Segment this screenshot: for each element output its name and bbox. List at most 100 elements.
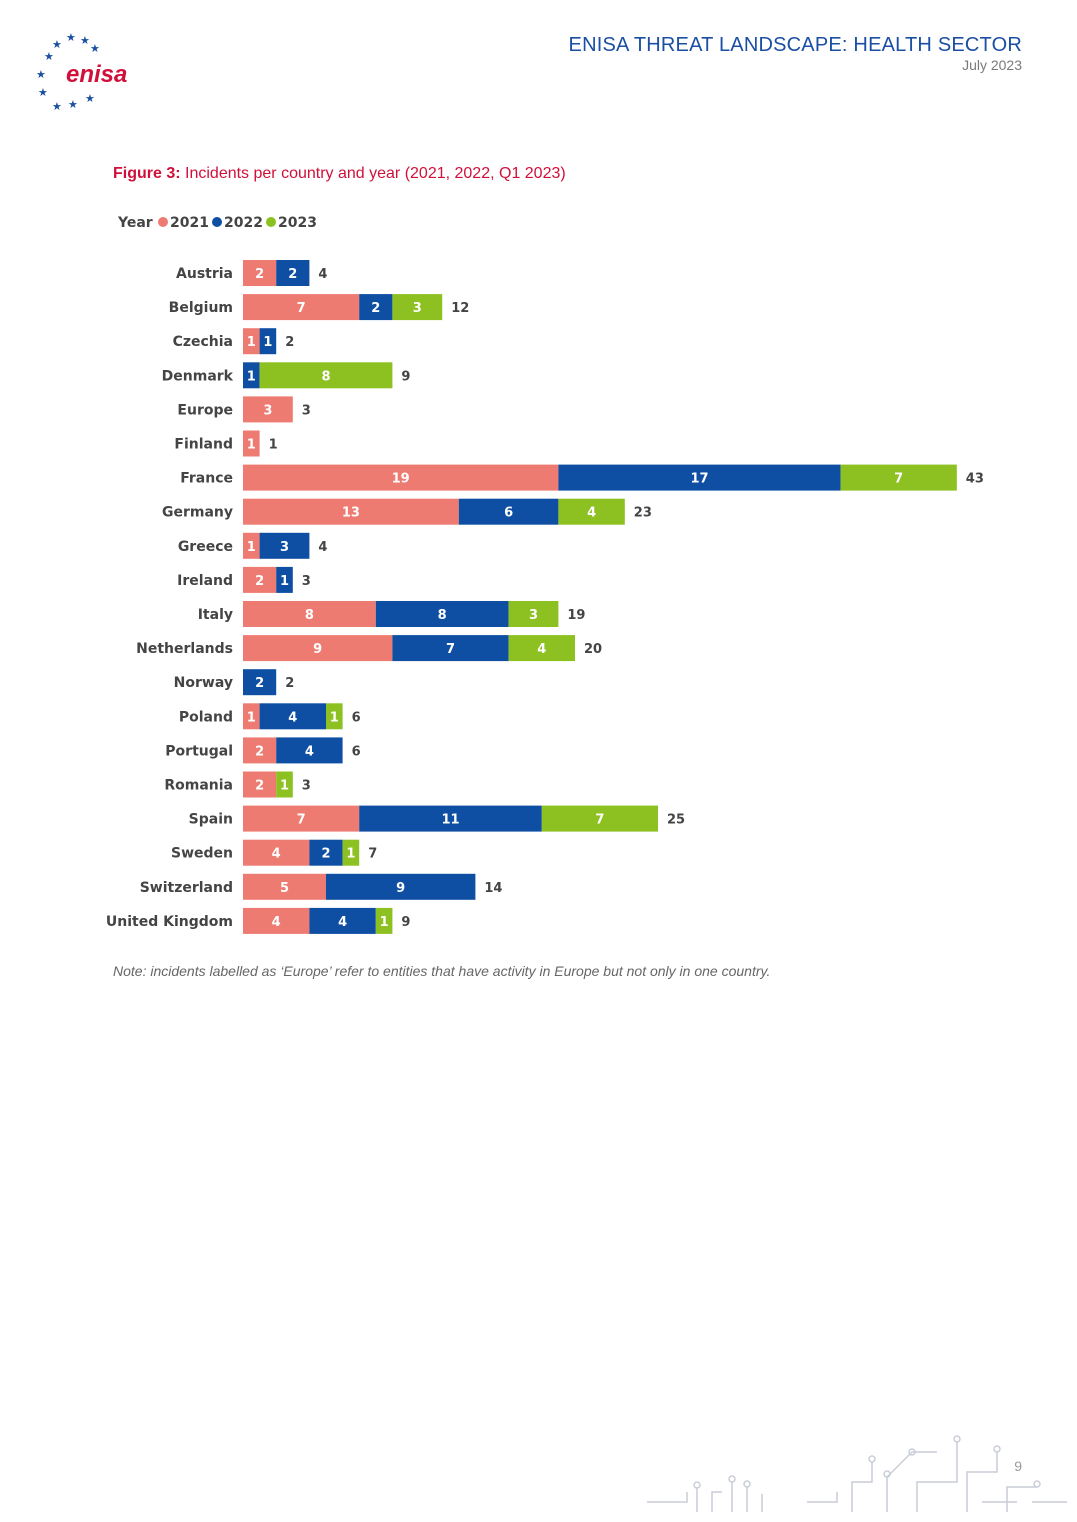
bar-total-label: 1 xyxy=(269,438,278,453)
bar-value-label: 13 xyxy=(342,506,360,521)
bar-value-label: 8 xyxy=(321,369,330,384)
category-label: Switzerland xyxy=(140,880,233,896)
legend-label-2023: 2023 xyxy=(278,215,317,231)
bar-total-label: 2 xyxy=(285,676,294,691)
bar-value-label: 7 xyxy=(297,301,306,316)
category-label: Finland xyxy=(174,437,233,453)
bar-segment-2021 xyxy=(243,566,277,593)
bar-segment-2022 xyxy=(458,498,559,525)
bar-value-label: 1 xyxy=(247,438,256,453)
bar-value-label: 4 xyxy=(305,744,314,759)
bar-segment-2021 xyxy=(243,873,326,900)
bar-value-label: 2 xyxy=(255,744,264,759)
bar-segment-2022 xyxy=(359,294,393,321)
bar-value-label: 1 xyxy=(280,574,289,589)
bar-segment-2023 xyxy=(342,839,360,866)
category-label: Spain xyxy=(189,812,233,828)
category-label: Sweden xyxy=(171,846,233,862)
bar-total-label: 9 xyxy=(401,915,410,930)
figure-label: Figure 3: xyxy=(113,165,181,182)
bar-segment-2021 xyxy=(243,532,260,559)
bar-segment-2023 xyxy=(276,771,293,798)
bar-segment-2022 xyxy=(243,669,277,696)
bar-segment-2023 xyxy=(326,703,343,730)
bar-value-label: 9 xyxy=(313,642,322,657)
bar-value-label: 1 xyxy=(247,369,256,384)
category-label: France xyxy=(180,471,233,487)
bar-segment-2023 xyxy=(375,907,393,934)
bar-segment-2021 xyxy=(243,601,376,627)
logo-stars-icon: ★★ ★ ★★★ ★ ★★ ★ xyxy=(36,31,100,113)
bar-segment-2022 xyxy=(309,907,376,934)
bar-segment-2022 xyxy=(259,532,310,559)
bar-total-label: 3 xyxy=(302,574,311,589)
category-label: Denmark xyxy=(162,368,234,384)
bar-value-label: 3 xyxy=(413,301,422,316)
bar-segment-2021 xyxy=(243,396,293,423)
bar-segment-2023 xyxy=(541,805,658,832)
bar-value-label: 1 xyxy=(380,915,389,930)
category-label: Netherlands xyxy=(136,641,233,657)
legend-title: Year xyxy=(117,215,153,231)
svg-text:★: ★ xyxy=(68,98,78,111)
enisa-logo: ★ ★ ★ ★ ★ ★ ★ ★ ★ ★ enisa xyxy=(30,28,140,123)
bar-total-label: 25 xyxy=(667,813,685,828)
bar-segment-2021 xyxy=(243,260,277,286)
bar-value-label: 6 xyxy=(504,506,513,521)
bar-total-label: 3 xyxy=(302,779,311,794)
chart-note: Note: incidents labelled as ‘Europe’ ref… xyxy=(113,963,771,979)
bar-value-label: 2 xyxy=(255,676,264,691)
svg-text:★: ★ xyxy=(85,92,95,105)
bar-segment-2022 xyxy=(375,601,509,627)
bar-segment-2022 xyxy=(392,635,509,662)
bar-value-label: 1 xyxy=(247,335,256,350)
category-label: Belgium xyxy=(169,300,233,316)
bar-value-label: 8 xyxy=(305,608,314,623)
category-label: Europe xyxy=(177,402,233,418)
bar-value-label: 9 xyxy=(396,881,405,896)
bar-value-label: 4 xyxy=(272,847,281,862)
bar-value-label: 2 xyxy=(288,267,297,282)
bar-segment-2021 xyxy=(243,430,260,457)
bar-total-label: 3 xyxy=(302,403,311,418)
svg-text:★: ★ xyxy=(38,86,48,99)
svg-text:★: ★ xyxy=(44,50,54,63)
bar-segment-2022 xyxy=(309,839,343,866)
bar-segment-2021 xyxy=(243,328,260,355)
bar-value-label: 2 xyxy=(371,301,380,316)
bar-segment-2021 xyxy=(243,839,310,866)
bar-value-label: 11 xyxy=(441,813,459,828)
category-label: Italy xyxy=(198,607,233,623)
bar-total-label: 6 xyxy=(352,710,361,725)
bar-total-label: 2 xyxy=(285,335,294,350)
bar-value-label: 1 xyxy=(280,779,289,794)
bar-segment-2022 xyxy=(276,737,343,764)
category-label: Ireland xyxy=(177,573,233,589)
bar-segment-2021 xyxy=(243,464,559,491)
category-label: Czechia xyxy=(173,334,233,350)
bar-total-label: 19 xyxy=(567,608,585,623)
bar-value-label: 7 xyxy=(446,642,455,657)
bar-total-label: 43 xyxy=(966,472,984,487)
category-label: Portugal xyxy=(165,743,233,759)
bar-segment-2022 xyxy=(259,328,277,355)
bar-segment-2022 xyxy=(558,464,841,491)
bar-total-label: 4 xyxy=(318,267,327,282)
bar-value-label: 3 xyxy=(263,403,272,418)
bar-value-label: 4 xyxy=(537,642,546,657)
document-title: ENISA THREAT LANDSCAPE: HEALTH SECTOR xyxy=(568,34,1022,56)
bar-value-label: 7 xyxy=(297,813,306,828)
svg-text:★: ★ xyxy=(36,68,46,81)
category-label: Austria xyxy=(176,266,233,282)
page-number: 9 xyxy=(1014,1458,1022,1474)
bar-value-label: 1 xyxy=(330,710,339,725)
bar-value-label: 7 xyxy=(894,472,903,487)
category-label: Romania xyxy=(164,778,233,794)
bar-total-label: 7 xyxy=(368,847,377,862)
bar-value-label: 7 xyxy=(595,813,604,828)
document-date: July 2023 xyxy=(962,57,1022,73)
bar-value-label: 1 xyxy=(263,335,272,350)
bar-value-label: 5 xyxy=(280,881,289,896)
bar-segment-2021 xyxy=(243,907,310,934)
